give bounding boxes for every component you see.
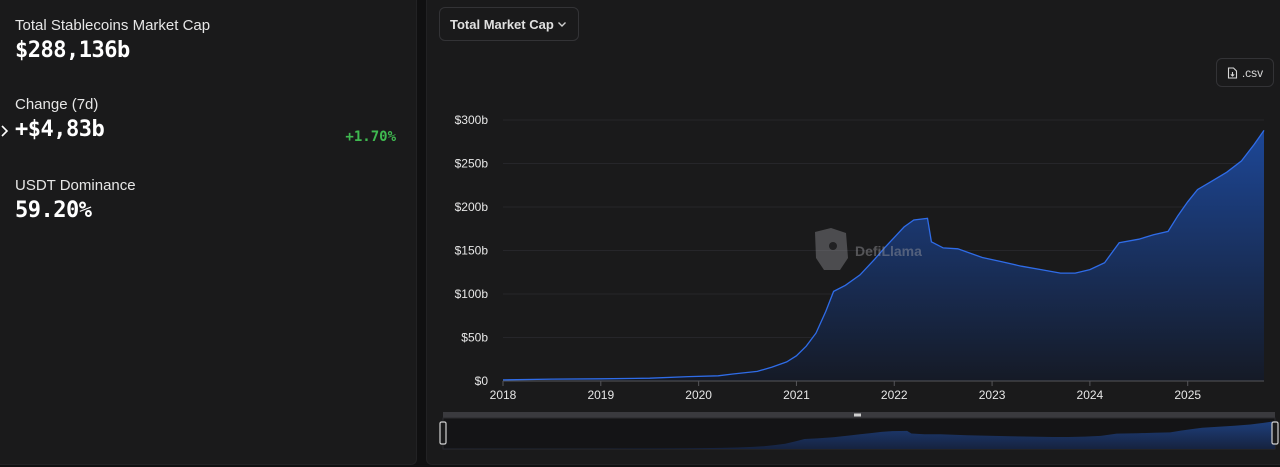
y-tick-label: $150b xyxy=(455,244,489,258)
metric-dropdown[interactable]: Total Market Cap xyxy=(439,7,579,41)
brush-mini-area xyxy=(443,421,1275,449)
y-tick-label: $50b xyxy=(461,331,488,345)
brush-right-handle[interactable] xyxy=(1271,421,1279,445)
market-cap-value: $288,136b xyxy=(15,38,130,63)
brush-grip-icon[interactable] xyxy=(854,413,861,417)
x-tick-label: 2021 xyxy=(783,388,810,402)
dominance-value: 59.20% xyxy=(15,198,92,223)
watermark: DefiLlama xyxy=(815,228,922,270)
y-tick-label: $300b xyxy=(455,113,489,127)
dominance-label: USDT Dominance xyxy=(15,177,136,194)
y-tick-label: $200b xyxy=(455,200,489,214)
x-tick-label: 2019 xyxy=(587,388,614,402)
chart-panel: Total Market Cap .csv xyxy=(426,0,1280,465)
metric-dropdown-label: Total Market Cap xyxy=(450,16,554,32)
y-tick-label: $250b xyxy=(455,157,489,171)
chevron-right-icon[interactable] xyxy=(0,125,10,137)
series-area xyxy=(503,130,1264,381)
market-cap-stat: Total Stablecoins Market Cap $288,136b xyxy=(15,17,210,63)
csv-download-button[interactable]: .csv xyxy=(1216,58,1274,87)
change-stat[interactable]: Change (7d) +$4,83b xyxy=(15,96,105,142)
x-tick-label: 2025 xyxy=(1174,388,1201,402)
chevron-down-icon xyxy=(558,22,566,27)
change-value: +$4,83b xyxy=(15,117,105,142)
csv-label: .csv xyxy=(1241,65,1264,80)
y-tick-label: $100b xyxy=(455,287,489,301)
file-download-icon xyxy=(1227,66,1237,79)
stats-panel: Total Stablecoins Market Cap $288,136b C… xyxy=(0,0,417,465)
x-tick-label: 2020 xyxy=(685,388,712,402)
change-percent: +1.70% xyxy=(345,129,396,145)
y-tick-label: $0 xyxy=(475,374,489,388)
watermark-text: DefiLlama xyxy=(855,243,922,259)
x-tick-label: 2023 xyxy=(979,388,1006,402)
brush-left-handle[interactable] xyxy=(439,421,447,445)
y-axis: $0 $50b $100b $150b $200b $250b $300b xyxy=(455,113,489,388)
range-brush[interactable] xyxy=(439,412,1279,450)
change-label: Change (7d) xyxy=(15,96,99,113)
dominance-stat: USDT Dominance 59.20% xyxy=(15,177,136,223)
series-line xyxy=(502,130,1265,381)
x-axis: 2018 2019 2020 2021 2022 2023 2024 2025 xyxy=(490,380,1264,402)
chart-series xyxy=(502,130,1265,381)
x-tick-label: 2024 xyxy=(1077,388,1104,402)
x-tick-label: 2018 xyxy=(490,388,517,402)
x-tick-label: 2022 xyxy=(881,388,908,402)
market-cap-chart: DefiLlama $0 $50b $100b $150b $200b $250b $300… xyxy=(439,113,1279,450)
market-cap-label: Total Stablecoins Market Cap xyxy=(15,17,211,34)
